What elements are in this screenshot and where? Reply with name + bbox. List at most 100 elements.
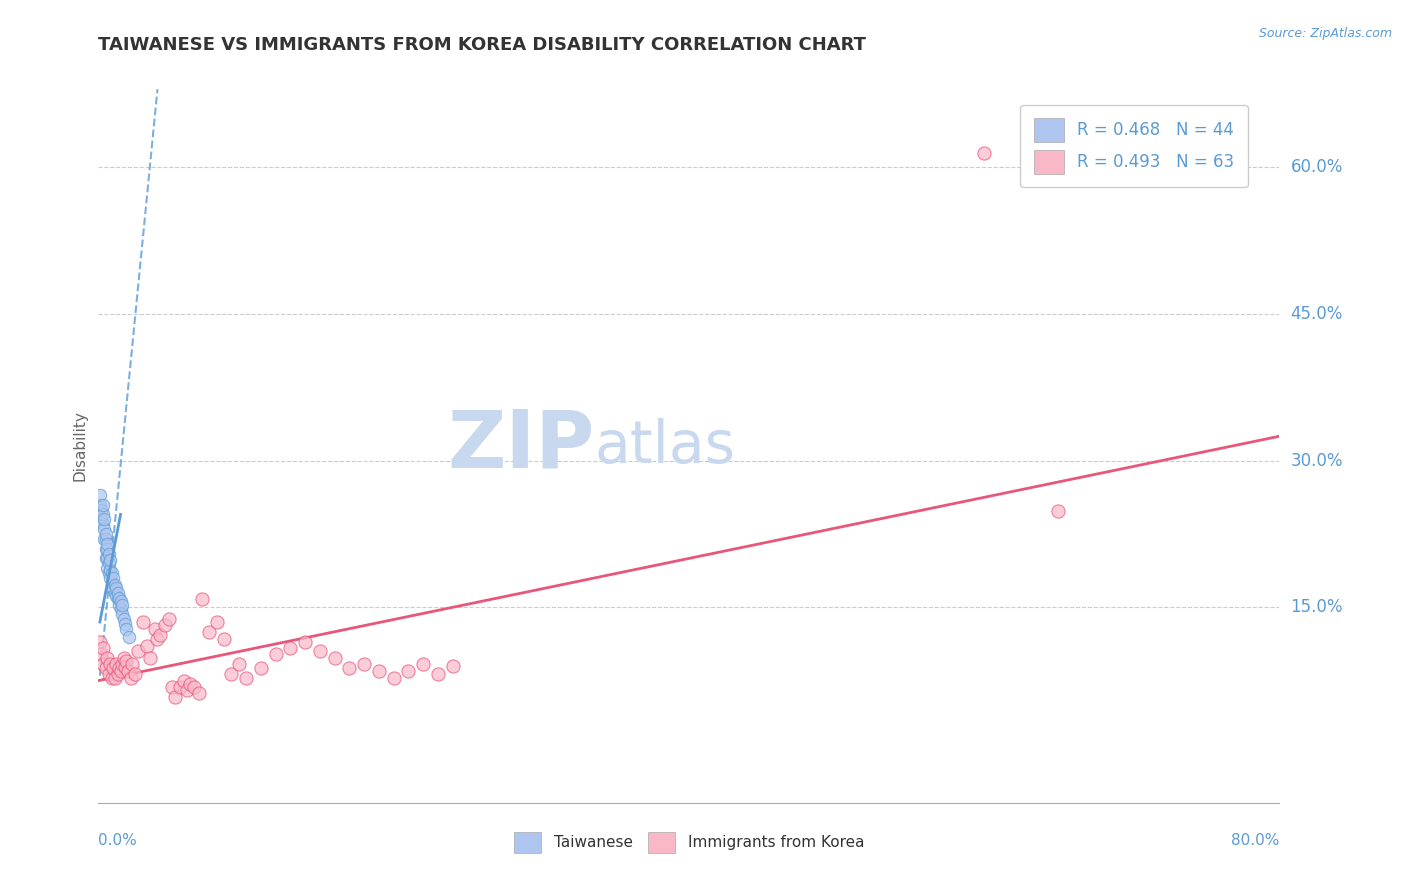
Point [97,566,120,580]
Point [90,647,112,661]
Point [120,671,142,685]
Point [112,651,135,665]
Point [179,676,201,690]
Point [98,571,121,585]
Point [90,512,112,526]
Point [89,488,111,502]
Point [176,683,198,698]
Point [96,537,118,551]
Point [98,553,121,567]
Point [412,657,434,671]
Point [136,640,159,654]
Point [97,547,120,561]
Point [93,512,115,526]
Point [98,657,121,671]
Point [212,632,235,646]
Point [111,657,134,671]
Point [110,664,132,678]
Point [94,661,117,675]
Point [264,647,287,661]
Point [104,585,127,599]
Text: 30.0%: 30.0% [1291,451,1343,470]
Point [368,664,391,678]
Point [127,644,149,658]
Point [427,666,450,681]
Text: 80.0%: 80.0% [1232,833,1279,848]
Point [93,522,115,536]
Point [107,666,129,681]
Point [441,659,464,673]
Point [96,561,118,575]
Point [96,541,118,556]
Point [353,657,375,671]
Text: atlas: atlas [595,417,735,475]
Point [132,615,155,629]
Point [105,589,128,603]
Point [162,681,183,695]
Point [93,532,115,546]
Point [169,681,191,695]
Point [91,508,114,522]
Point [91,498,114,512]
Text: 45.0%: 45.0% [1291,305,1343,323]
Point [110,602,132,616]
Point [219,666,242,681]
Point [111,599,134,613]
Point [157,612,180,626]
Text: 60.0%: 60.0% [1291,159,1343,177]
Point [107,585,129,599]
Point [100,671,122,685]
Text: TAIWANESE VS IMMIGRANTS FROM KOREA DISABILITY CORRELATION CHART: TAIWANESE VS IMMIGRANTS FROM KOREA DISAB… [98,36,866,54]
Point [108,661,131,675]
Point [110,594,132,608]
Point [100,566,122,580]
Point [165,690,187,705]
Point [96,651,118,665]
Point [94,527,117,541]
Point [183,681,205,695]
Point [117,664,139,678]
Point [108,591,131,605]
Point [153,618,176,632]
Point [337,661,360,675]
Point [94,551,117,566]
Point [103,581,125,595]
Point [103,661,125,675]
Point [187,686,209,700]
Point [115,654,138,668]
Point [205,615,228,629]
Point [382,671,405,685]
Point [90,502,112,516]
Point [94,532,117,546]
Point [118,630,141,644]
Text: 15.0%: 15.0% [1291,599,1343,616]
Point [91,517,114,532]
Point [97,666,120,681]
Point [198,624,221,639]
Point [191,592,214,607]
Point [104,578,127,592]
Point [105,581,128,595]
Point [124,666,146,681]
Point [235,671,257,685]
Point [97,557,120,571]
Point [103,571,125,585]
Point [100,575,122,590]
Point [89,498,111,512]
Point [108,599,131,613]
Text: Source: ZipAtlas.com: Source: ZipAtlas.com [1258,27,1392,40]
Point [91,657,114,671]
Y-axis label: Disability: Disability [72,410,87,482]
Point [250,661,273,675]
Point [94,541,117,556]
Point [294,634,316,648]
Point [112,612,135,626]
Point [105,657,128,671]
Point [1046,504,1069,518]
Point [111,607,134,621]
Text: ZIP: ZIP [447,407,595,485]
Point [146,632,169,646]
Point [89,634,111,648]
Point [149,628,172,642]
Point [115,622,138,636]
